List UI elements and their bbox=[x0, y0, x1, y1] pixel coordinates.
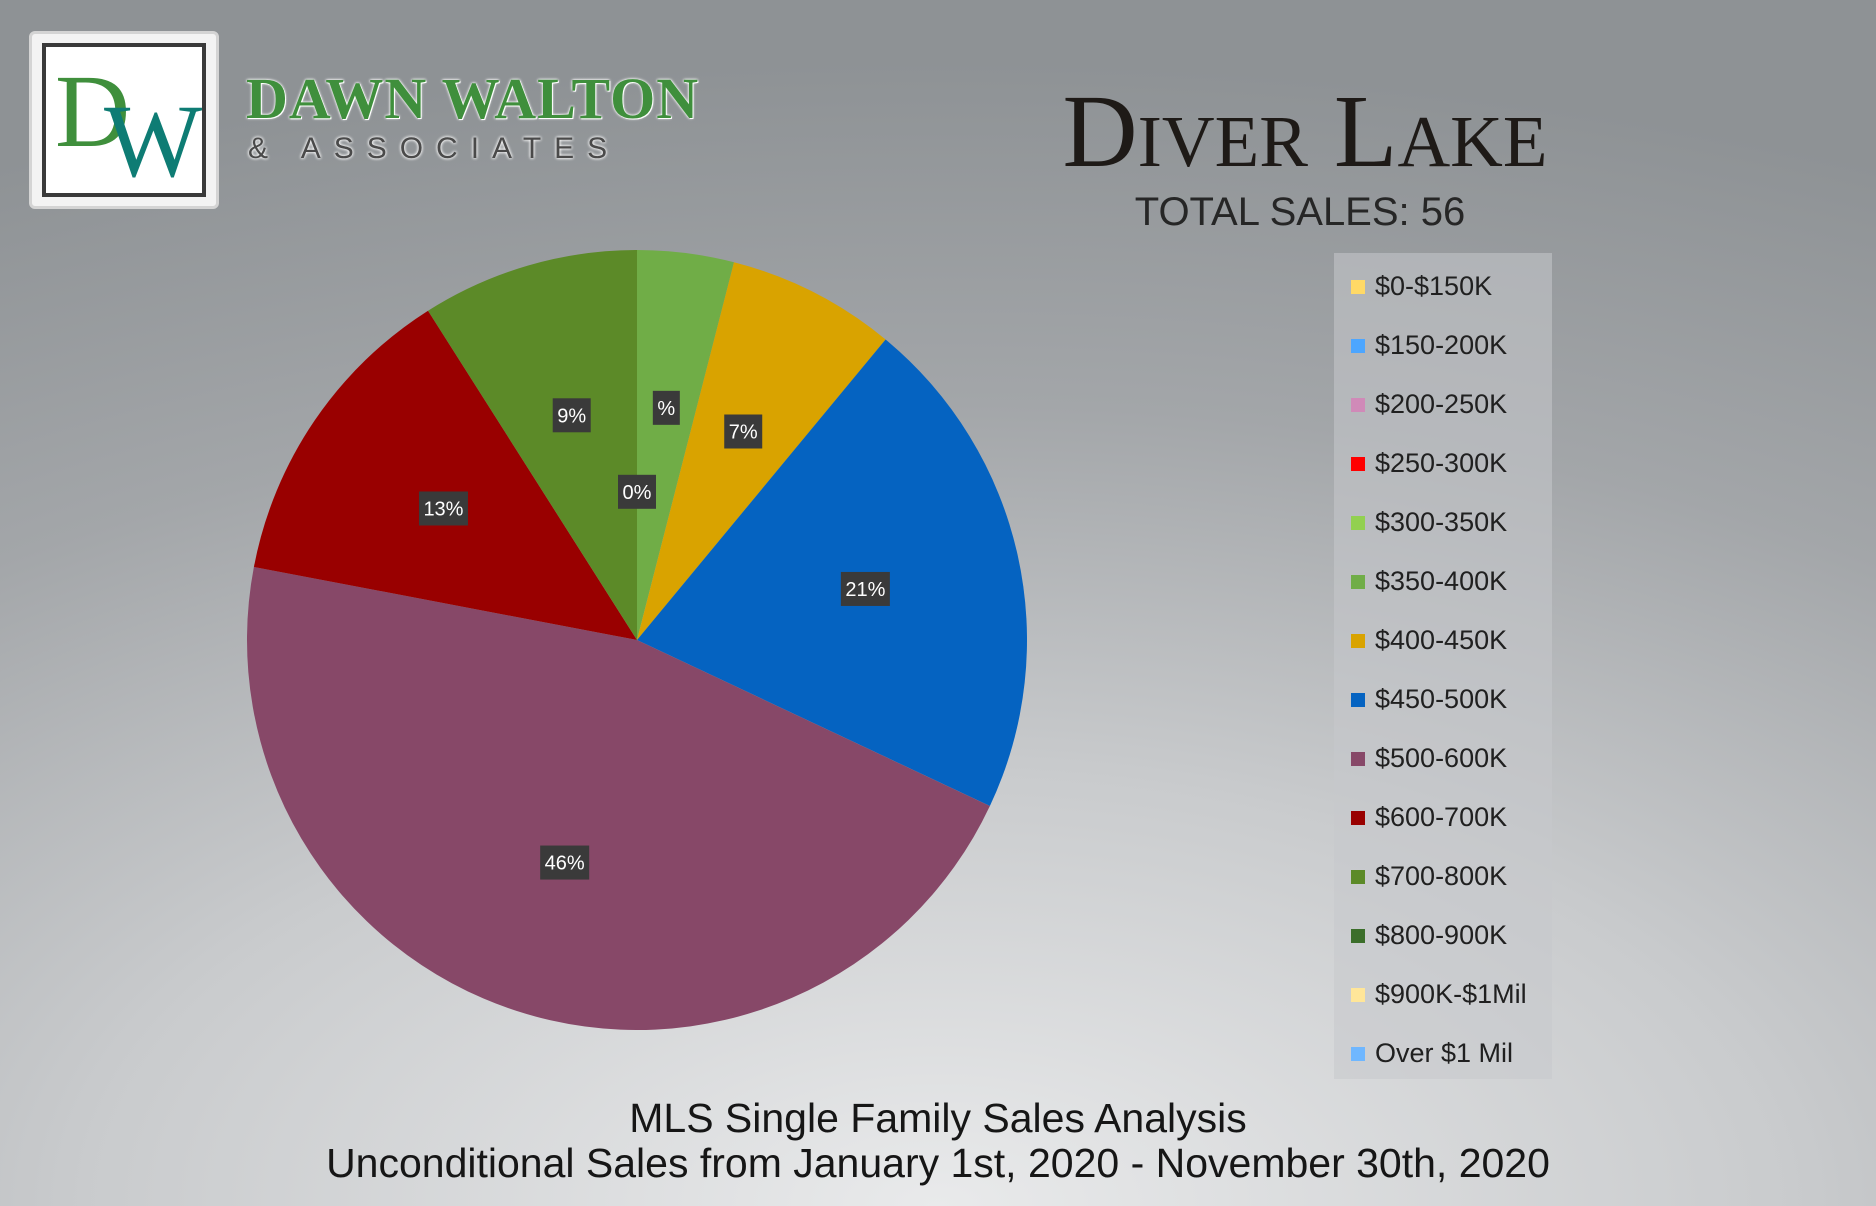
legend-item: $900K-$1Mil bbox=[1334, 976, 1552, 1035]
legend-swatch bbox=[1351, 870, 1365, 884]
legend-swatch bbox=[1351, 398, 1365, 412]
legend-item: $150-200K bbox=[1334, 327, 1552, 386]
pie-data-label-box bbox=[652, 390, 680, 425]
legend-item: $250-300K bbox=[1334, 445, 1552, 504]
pie-slice bbox=[246, 566, 990, 1031]
pie-data-label-box bbox=[418, 491, 468, 526]
pie-data-label: 7% bbox=[724, 414, 763, 449]
legend-swatch bbox=[1351, 929, 1365, 943]
pie-data-label: 13% bbox=[418, 491, 468, 526]
legend-label: $400-450K bbox=[1375, 625, 1508, 655]
pie-slice bbox=[428, 250, 637, 640]
legend-swatch bbox=[1351, 575, 1365, 589]
legend-item: $600-700K bbox=[1334, 799, 1552, 858]
legend-label: $900K-$1Mil bbox=[1375, 979, 1527, 1009]
footer-date-range: Unconditional Sales from January 1st, 20… bbox=[326, 1140, 1550, 1186]
legend-swatch bbox=[1351, 457, 1365, 471]
legend-label: $500-600K bbox=[1375, 743, 1508, 773]
chart-legend: $0-$150K $150-200K $200-250K $250-300K $300-… bbox=[1334, 253, 1552, 1079]
legend-label: $300-350K bbox=[1375, 507, 1508, 537]
logo: D W bbox=[29, 31, 219, 209]
pie-data-label-box bbox=[618, 474, 656, 509]
legend-item: $200-250K bbox=[1334, 386, 1552, 445]
pie-data-label-text: % bbox=[657, 398, 675, 420]
legend-swatch bbox=[1351, 693, 1365, 707]
pie-data-label: 46% bbox=[540, 845, 590, 880]
legend-item: $0-$150K bbox=[1334, 268, 1552, 327]
legend-item: Over $1 Mil bbox=[1334, 1035, 1552, 1094]
pie-data-label: % bbox=[652, 390, 680, 425]
legend-label: $450-500K bbox=[1375, 684, 1508, 714]
pie-data-labels: % 7% 21% 46% 13% 9% 0% bbox=[418, 390, 890, 880]
pie-data-label-box bbox=[552, 398, 591, 433]
pie-slices bbox=[246, 250, 1028, 1031]
legend-swatch bbox=[1351, 811, 1365, 825]
pie-slice bbox=[637, 250, 734, 640]
pie-data-label-text: 13% bbox=[423, 498, 463, 520]
pie-data-label-text: 46% bbox=[545, 853, 585, 875]
pie-data-label: 21% bbox=[840, 571, 890, 606]
legend-item: $400-450K bbox=[1334, 622, 1552, 681]
legend-label: $250-300K bbox=[1375, 448, 1508, 478]
footer-title: MLS Single Family Sales Analysis bbox=[629, 1095, 1247, 1141]
legend-label: $150-200K bbox=[1375, 330, 1508, 360]
logo-letter-d: D bbox=[55, 54, 130, 169]
legend-swatch bbox=[1351, 1047, 1365, 1061]
logo-monogram: D W bbox=[55, 54, 202, 193]
legend-label: Over $1 Mil bbox=[1375, 1038, 1514, 1068]
pie-data-label-box bbox=[724, 414, 763, 449]
pie-data-label: 9% bbox=[552, 398, 591, 433]
legend-swatch bbox=[1351, 752, 1365, 766]
pie-data-label-box bbox=[840, 571, 890, 606]
pie-slice bbox=[637, 262, 886, 640]
legend-swatch bbox=[1351, 280, 1365, 294]
legend-label: $200-250K bbox=[1375, 389, 1508, 419]
legend-swatch bbox=[1351, 988, 1365, 1002]
legend-item: $700-800K bbox=[1334, 858, 1552, 917]
legend-swatch bbox=[1351, 516, 1365, 530]
legend-label: $0-$150K bbox=[1375, 271, 1493, 301]
pie-slice bbox=[253, 310, 638, 640]
legend-label: $600-700K bbox=[1375, 802, 1508, 832]
page-title: Diver Lake bbox=[1062, 74, 1548, 189]
pie-data-label: 0% bbox=[618, 474, 656, 509]
logo-letter-w: W bbox=[104, 84, 202, 193]
pie-slice bbox=[637, 339, 1028, 807]
pie-data-label-box bbox=[540, 845, 590, 880]
brand-name: DAWN WALTON bbox=[246, 66, 700, 131]
pie-data-label-text: 0% bbox=[623, 482, 652, 504]
legend-swatch bbox=[1351, 634, 1365, 648]
legend-item: $500-600K bbox=[1334, 740, 1552, 799]
brand-subtitle: & ASSOCIATES bbox=[248, 132, 621, 165]
pie-data-label-text: 21% bbox=[845, 579, 885, 601]
legend-swatch bbox=[1351, 339, 1365, 353]
pie-data-label-text: 7% bbox=[729, 422, 758, 444]
legend-label: $350-400K bbox=[1375, 566, 1508, 596]
logo-frame: D W bbox=[42, 43, 206, 197]
legend-label: $700-800K bbox=[1375, 861, 1508, 891]
legend-item: $450-500K bbox=[1334, 681, 1552, 740]
total-sales: TOTAL SALES: 56 bbox=[1134, 190, 1466, 234]
pie-data-label-text: 9% bbox=[557, 405, 586, 427]
legend-item: $800-900K bbox=[1334, 917, 1552, 976]
legend-label: $800-900K bbox=[1375, 920, 1508, 950]
legend-item: $300-350K bbox=[1334, 504, 1552, 563]
legend-item: $350-400K bbox=[1334, 563, 1552, 622]
